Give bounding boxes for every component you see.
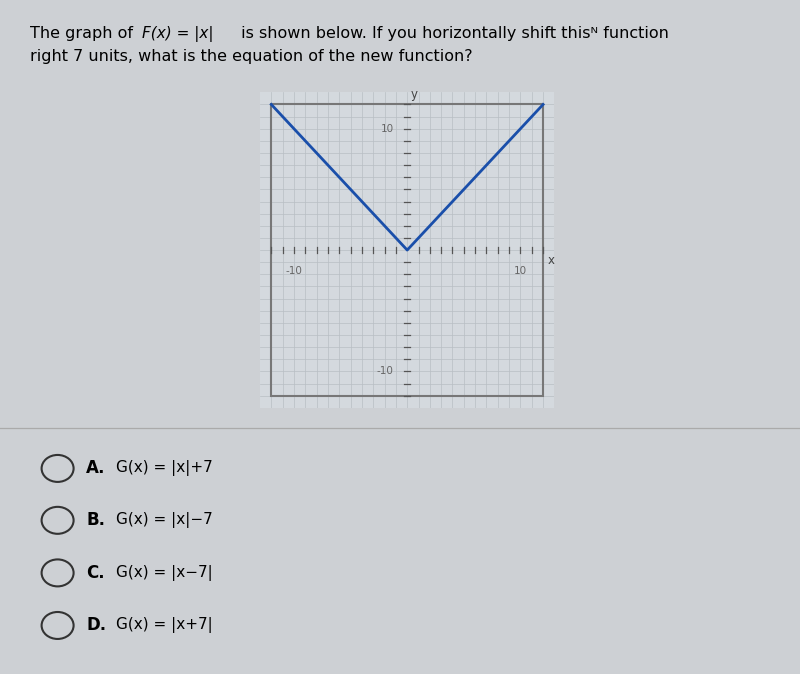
Text: -10: -10 [286,266,302,276]
Text: G(x) = |x−7|: G(x) = |x−7| [116,565,213,581]
Text: y: y [410,88,418,101]
Text: The graph of: The graph of [30,26,138,40]
Text: G(x) = |x|−7: G(x) = |x|−7 [116,512,213,528]
Text: is shown below. If you horizontally shift thisᴺ function: is shown below. If you horizontally shif… [236,26,669,40]
Text: C.: C. [86,564,105,582]
Text: A.: A. [86,460,106,477]
Text: 10: 10 [381,124,394,133]
Text: G(x) = |x+7|: G(x) = |x+7| [116,617,213,634]
Text: F(x) = |x|: F(x) = |x| [142,26,214,42]
Text: D.: D. [86,617,106,634]
Text: 10: 10 [514,266,527,276]
Text: B.: B. [86,512,106,529]
Text: x: x [547,255,554,268]
Text: G(x) = |x|+7: G(x) = |x|+7 [116,460,213,477]
Text: -10: -10 [377,367,394,376]
Text: right 7 units, what is the equation of the new function?: right 7 units, what is the equation of t… [30,49,473,63]
